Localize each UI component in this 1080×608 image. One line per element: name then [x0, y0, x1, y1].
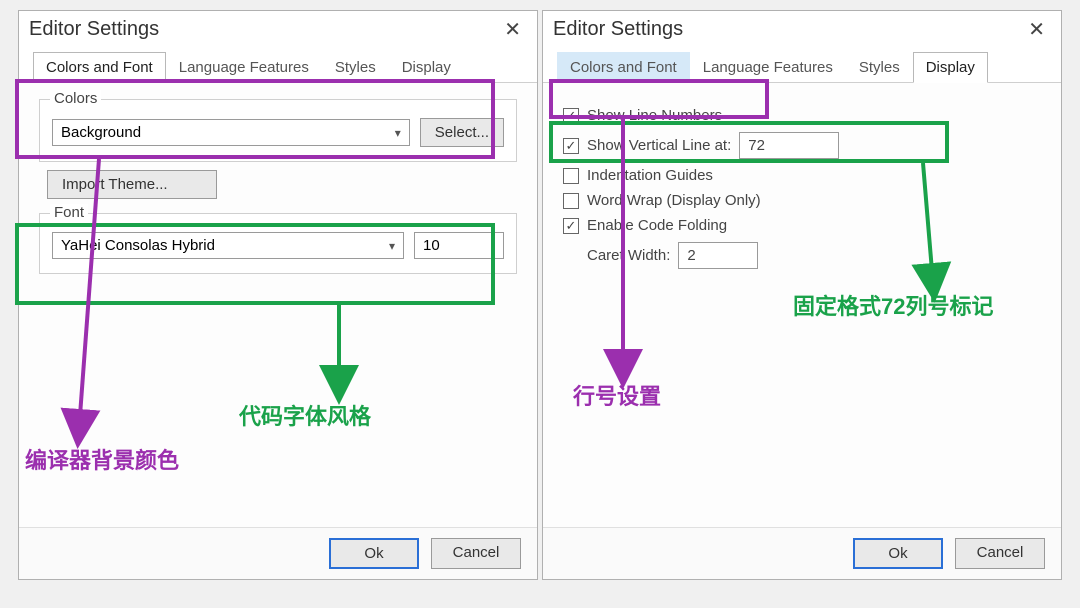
- chevron-down-icon: ▾: [389, 239, 395, 253]
- close-icon[interactable]: ✕: [498, 17, 527, 42]
- font-size-input[interactable]: 10: [414, 232, 504, 259]
- caret-width-row: Caret Width: 2: [563, 242, 1041, 269]
- tabstrip: Colors and Font Language Features Styles…: [543, 46, 1061, 83]
- annotation-label-line-numbers: 行号设置: [573, 379, 661, 411]
- tabstrip: Colors and Font Language Features Styles…: [19, 46, 537, 83]
- font-family-combo[interactable]: YaHei Consolas Hybrid ▾: [52, 232, 404, 259]
- tab-styles[interactable]: Styles: [322, 52, 389, 82]
- colors-legend: Colors: [50, 90, 101, 107]
- pane-display: ✓ Show Line Numbers ✓ Show Vertical Line…: [543, 83, 1061, 527]
- caret-width-input[interactable]: 2: [678, 242, 758, 269]
- editor-settings-dialog-right: Editor Settings ✕ Colors and Font Langua…: [542, 10, 1062, 580]
- show-vertical-line-checkbox[interactable]: ✓: [563, 138, 579, 154]
- font-legend: Font: [50, 204, 88, 221]
- tab-colors-and-font[interactable]: Colors and Font: [33, 52, 166, 83]
- import-theme-button[interactable]: Import Theme...: [47, 170, 217, 199]
- code-folding-label: Enable Code Folding: [587, 217, 727, 234]
- annotation-arrow-font: [319, 305, 359, 395]
- color-item-combo[interactable]: Background ▾: [52, 119, 410, 146]
- code-folding-checkbox[interactable]: ✓: [563, 218, 579, 234]
- close-icon[interactable]: ✕: [1022, 17, 1051, 42]
- annotation-label-colors: 编译器背景颜色: [25, 443, 179, 475]
- dialog-footer: Ok Cancel: [543, 527, 1061, 579]
- chevron-down-icon: ▾: [395, 126, 401, 140]
- annotation-label-vertical-line: 固定格式72列号标记: [793, 289, 993, 321]
- show-vertical-line-row: ✓ Show Vertical Line at: 72: [563, 132, 1041, 159]
- color-item-value: Background: [61, 124, 141, 141]
- annotation-label-font: 代码字体风格: [239, 399, 371, 431]
- show-vertical-line-label: Show Vertical Line at:: [587, 137, 731, 154]
- word-wrap-checkbox[interactable]: [563, 193, 579, 209]
- vertical-line-value-input[interactable]: 72: [739, 132, 839, 159]
- tab-display[interactable]: Display: [389, 52, 464, 82]
- font-groupbox: Font YaHei Consolas Hybrid ▾ 10: [39, 213, 517, 274]
- tab-colors-and-font[interactable]: Colors and Font: [557, 52, 690, 82]
- cancel-button[interactable]: Cancel: [955, 538, 1045, 569]
- dialog-title: Editor Settings: [553, 18, 683, 41]
- select-color-button[interactable]: Select...: [420, 118, 504, 147]
- code-folding-row: ✓ Enable Code Folding: [563, 217, 1041, 234]
- indentation-guides-checkbox[interactable]: [563, 168, 579, 184]
- cancel-button[interactable]: Cancel: [431, 538, 521, 569]
- tab-language-features[interactable]: Language Features: [690, 52, 846, 82]
- caret-width-label: Caret Width:: [587, 247, 670, 264]
- annotation-arrow-colors: [69, 159, 129, 439]
- dialog-footer: Ok Cancel: [19, 527, 537, 579]
- titlebar: Editor Settings ✕: [543, 11, 1061, 46]
- indentation-guides-label: Indentation Guides: [587, 167, 713, 184]
- indentation-guides-row: Indentation Guides: [563, 167, 1041, 184]
- dialog-title: Editor Settings: [29, 18, 159, 41]
- pane-colors-and-font: Colors Background ▾ Select... Import The…: [19, 83, 537, 527]
- font-family-value: YaHei Consolas Hybrid: [61, 237, 215, 254]
- editor-settings-dialog-left: Editor Settings ✕ Colors and Font Langua…: [18, 10, 538, 580]
- tab-display[interactable]: Display: [913, 52, 988, 83]
- word-wrap-row: Word Wrap (Display Only): [563, 192, 1041, 209]
- show-line-numbers-checkbox[interactable]: ✓: [563, 108, 579, 124]
- tab-styles[interactable]: Styles: [846, 52, 913, 82]
- show-line-numbers-label: Show Line Numbers: [587, 107, 722, 124]
- colors-groupbox: Colors Background ▾ Select...: [39, 99, 517, 162]
- titlebar: Editor Settings ✕: [19, 11, 537, 46]
- tab-language-features[interactable]: Language Features: [166, 52, 322, 82]
- ok-button[interactable]: Ok: [329, 538, 419, 569]
- ok-button[interactable]: Ok: [853, 538, 943, 569]
- word-wrap-label: Word Wrap (Display Only): [587, 192, 761, 209]
- show-line-numbers-row: ✓ Show Line Numbers: [563, 107, 1041, 124]
